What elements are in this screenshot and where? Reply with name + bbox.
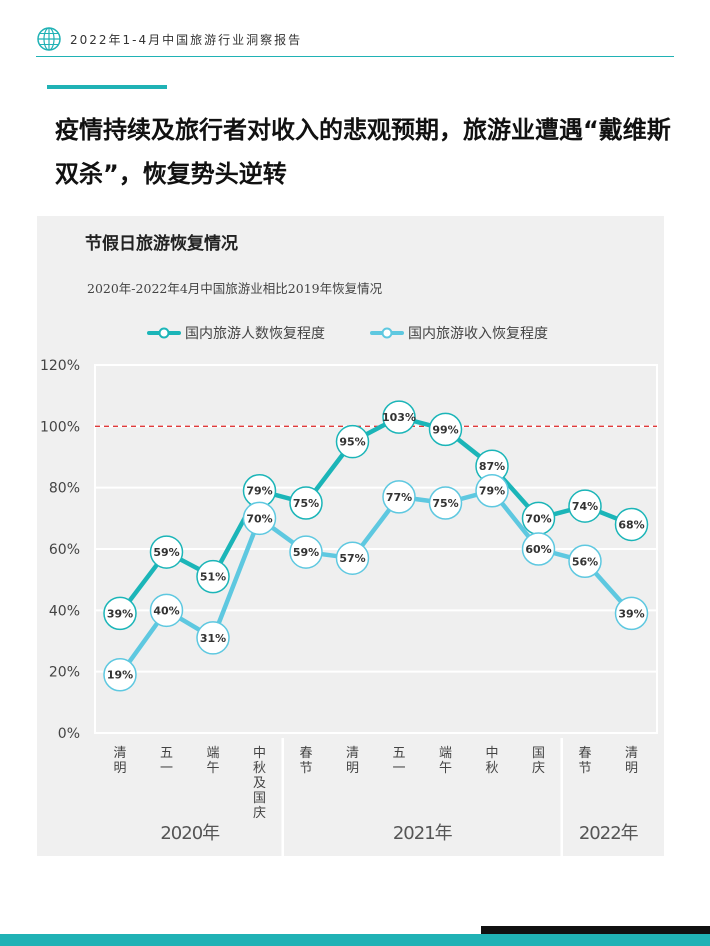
legend-label-1: 国内旅游收入恢复程度: [408, 325, 548, 342]
y-tick-label-4: 80%: [49, 481, 80, 497]
x-tick-label-5-char-0: 清: [346, 746, 359, 761]
data-point-s1-5: [335, 541, 370, 575]
data-label-s1-11: 39%: [618, 607, 644, 620]
x-tick-label-2-char-0: 端: [206, 746, 219, 761]
x-tick-label-3-char-2: 及: [253, 776, 266, 791]
x-tick-label-7-char-1: 午: [439, 761, 452, 776]
footer-bar-dark: [481, 926, 710, 934]
x-tick-label-0-char-0: 清: [113, 746, 126, 761]
y-tick-label-0: 0%: [58, 726, 80, 742]
x-tick-label-6-char-0: 五: [392, 746, 405, 761]
legend-marker-0: [158, 327, 170, 339]
data-point-s1-0: [103, 657, 137, 692]
data-label-s1-3: 70%: [246, 512, 272, 525]
data-label-s0-8: 87%: [479, 460, 505, 473]
footer-bar-teal: [0, 934, 710, 946]
x-tick-label-3-char-1: 秋: [253, 761, 266, 776]
data-label-s1-2: 31%: [200, 632, 226, 645]
page-headline: 疫情持续及旅行者对收入的悲观预期，旅游业遭遇“戴维斯双杀”，恢复势头逆转: [55, 116, 671, 188]
data-label-s0-4: 75%: [293, 497, 319, 510]
data-point-s0-5: [335, 424, 370, 459]
data-point-s0-2: [196, 559, 230, 594]
header-divider: [36, 56, 674, 57]
data-label-s1-10: 56%: [572, 555, 598, 568]
data-label-s0-1: 59%: [153, 546, 179, 559]
data-label-s1-0: 19%: [107, 669, 133, 682]
y-tick-label-1: 20%: [49, 665, 80, 681]
data-point-s0-10: [568, 489, 602, 523]
x-tick-label-10-char-1: 节: [578, 761, 591, 776]
x-tick-label-4-char-0: 春: [299, 746, 312, 761]
data-label-s0-5: 95%: [339, 436, 365, 449]
y-tick-label-5: 100%: [40, 419, 80, 435]
x-tick-label-3-char-0: 中: [253, 746, 266, 761]
data-point-s0-1: [149, 535, 184, 569]
x-tick-label-4-char-1: 节: [299, 761, 312, 776]
data-point-s0-0: [103, 596, 137, 631]
data-point-s1-1: [149, 593, 184, 628]
data-label-s0-2: 51%: [200, 571, 226, 584]
chart-panel: 节假日旅游恢复情况 2020年-2022年4月中国旅游业相比2019年恢复情况国内…: [37, 216, 664, 856]
data-point-s1-10: [568, 544, 602, 579]
y-tick-label-6: 120%: [40, 358, 80, 374]
group-label-2: 2022年: [579, 823, 639, 844]
data-label-s1-6: 77%: [386, 491, 412, 504]
x-tick-label-3-char-4: 庆: [253, 806, 266, 821]
accent-bar: [47, 85, 167, 89]
x-tick-label-9-char-1: 庆: [532, 761, 545, 776]
x-tick-label-9-char-0: 国: [532, 746, 545, 761]
data-point-s0-7: [428, 412, 463, 447]
data-point-s1-2: [196, 621, 230, 655]
data-label-s0-11: 68%: [618, 518, 644, 531]
data-label-s1-5: 57%: [339, 552, 365, 565]
chart-subtitle: 2020年-2022年4月中国旅游业相比2019年恢复情况: [87, 281, 383, 296]
data-label-s1-7: 75%: [432, 497, 458, 510]
data-point-s1-7: [428, 486, 463, 520]
data-label-s0-10: 74%: [572, 500, 598, 513]
x-tick-label-1-char-0: 五: [160, 746, 173, 761]
x-tick-label-2-char-1: 午: [206, 761, 219, 776]
x-tick-label-11-char-1: 明: [625, 761, 638, 776]
recovery-line-chart: 节假日旅游恢复情况 2020年-2022年4月中国旅游业相比2019年恢复情况国内…: [40, 233, 658, 856]
x-tick-label-6-char-1: 一: [392, 761, 405, 776]
chart-title: 节假日旅游恢复情况: [85, 233, 238, 254]
data-label-s0-3: 79%: [246, 485, 272, 498]
y-tick-label-2: 40%: [49, 603, 80, 619]
x-tick-label-8-char-1: 秋: [485, 761, 498, 776]
legend-marker-1: [381, 327, 393, 339]
data-label-s0-6: 103%: [382, 411, 416, 424]
data-point-s1-9: [521, 532, 556, 566]
legend-label-0: 国内旅游人数恢复程度: [185, 325, 325, 342]
x-tick-label-11-char-0: 清: [625, 746, 638, 761]
data-point-s0-4: [289, 486, 323, 520]
x-tick-label-7-char-0: 端: [439, 746, 452, 761]
x-tick-label-10-char-0: 春: [578, 746, 591, 761]
data-label-s1-4: 59%: [293, 546, 319, 559]
x-tick-label-0-char-1: 明: [113, 761, 126, 776]
group-label-0: 2020年: [160, 823, 220, 844]
report-title: 2022年1-4月中国旅游行业洞察报告: [70, 33, 303, 47]
data-label-s0-9: 70%: [525, 512, 551, 525]
globe-icon: [37, 27, 61, 51]
data-point-s1-6: [382, 480, 416, 514]
data-point-s1-4: [289, 535, 323, 569]
page-header: 2022年1-4月中国旅游行业洞察报告: [0, 0, 710, 80]
group-label-1: 2021年: [393, 823, 453, 844]
data-label-s0-0: 39%: [107, 607, 133, 620]
data-label-s1-8: 79%: [479, 485, 505, 498]
x-tick-label-5-char-1: 明: [346, 761, 359, 776]
data-point-s0-6: [382, 400, 416, 434]
x-tick-label-3-char-3: 国: [253, 791, 266, 806]
x-tick-label-1-char-1: 一: [160, 761, 173, 776]
data-label-s1-1: 40%: [153, 604, 179, 617]
data-point-s1-8: [475, 473, 509, 508]
data-point-s1-3: [242, 501, 277, 536]
data-label-s1-9: 60%: [525, 543, 551, 556]
data-point-s1-11: [614, 596, 649, 631]
x-tick-label-8-char-0: 中: [485, 746, 498, 761]
y-tick-label-3: 60%: [49, 542, 80, 558]
data-point-s0-11: [614, 507, 649, 542]
data-label-s0-7: 99%: [432, 423, 458, 436]
